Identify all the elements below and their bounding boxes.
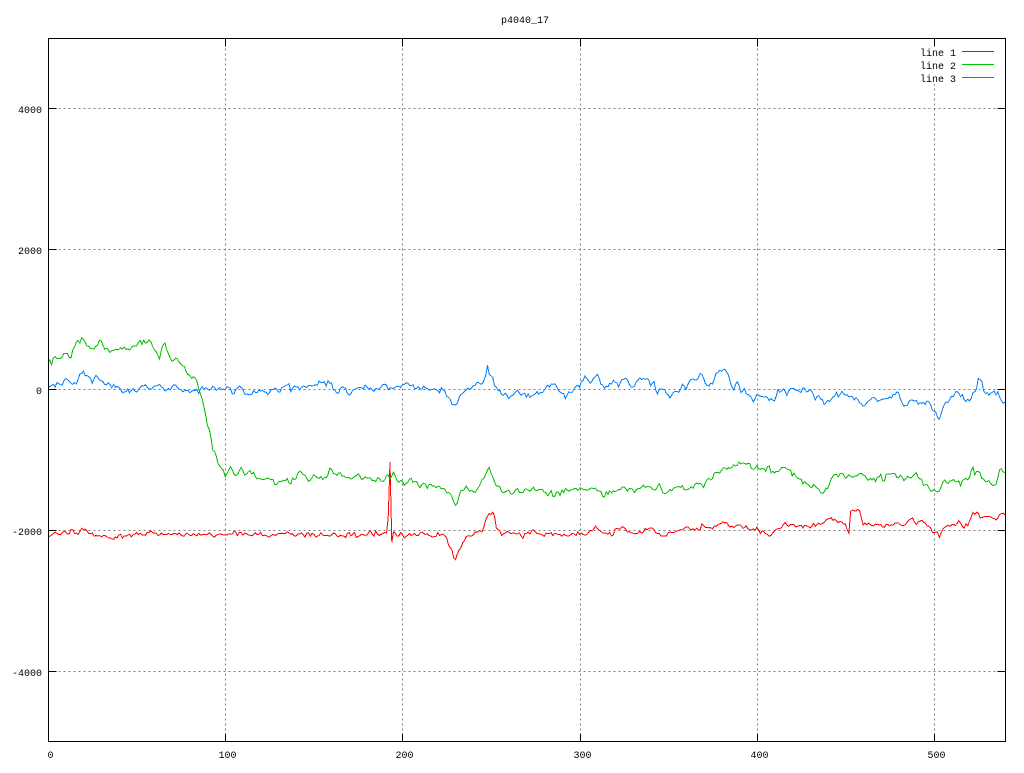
svg-text:0: 0 bbox=[47, 751, 53, 762]
svg-text:0: 0 bbox=[36, 387, 42, 398]
svg-text:2000: 2000 bbox=[18, 247, 42, 258]
svg-text:line 1: line 1 bbox=[920, 48, 956, 60]
svg-text:200: 200 bbox=[395, 751, 413, 762]
svg-text:-4000: -4000 bbox=[12, 669, 42, 680]
svg-text:4000: 4000 bbox=[18, 106, 42, 117]
svg-text:p4040_17: p4040_17 bbox=[501, 16, 549, 27]
svg-text:line 2: line 2 bbox=[920, 61, 956, 73]
svg-text:100: 100 bbox=[218, 751, 236, 762]
svg-text:500: 500 bbox=[927, 751, 945, 762]
svg-text:300: 300 bbox=[573, 751, 591, 762]
svg-text:400: 400 bbox=[750, 751, 768, 762]
svg-text:line 3: line 3 bbox=[920, 74, 956, 86]
svg-text:-2000: -2000 bbox=[12, 528, 42, 539]
